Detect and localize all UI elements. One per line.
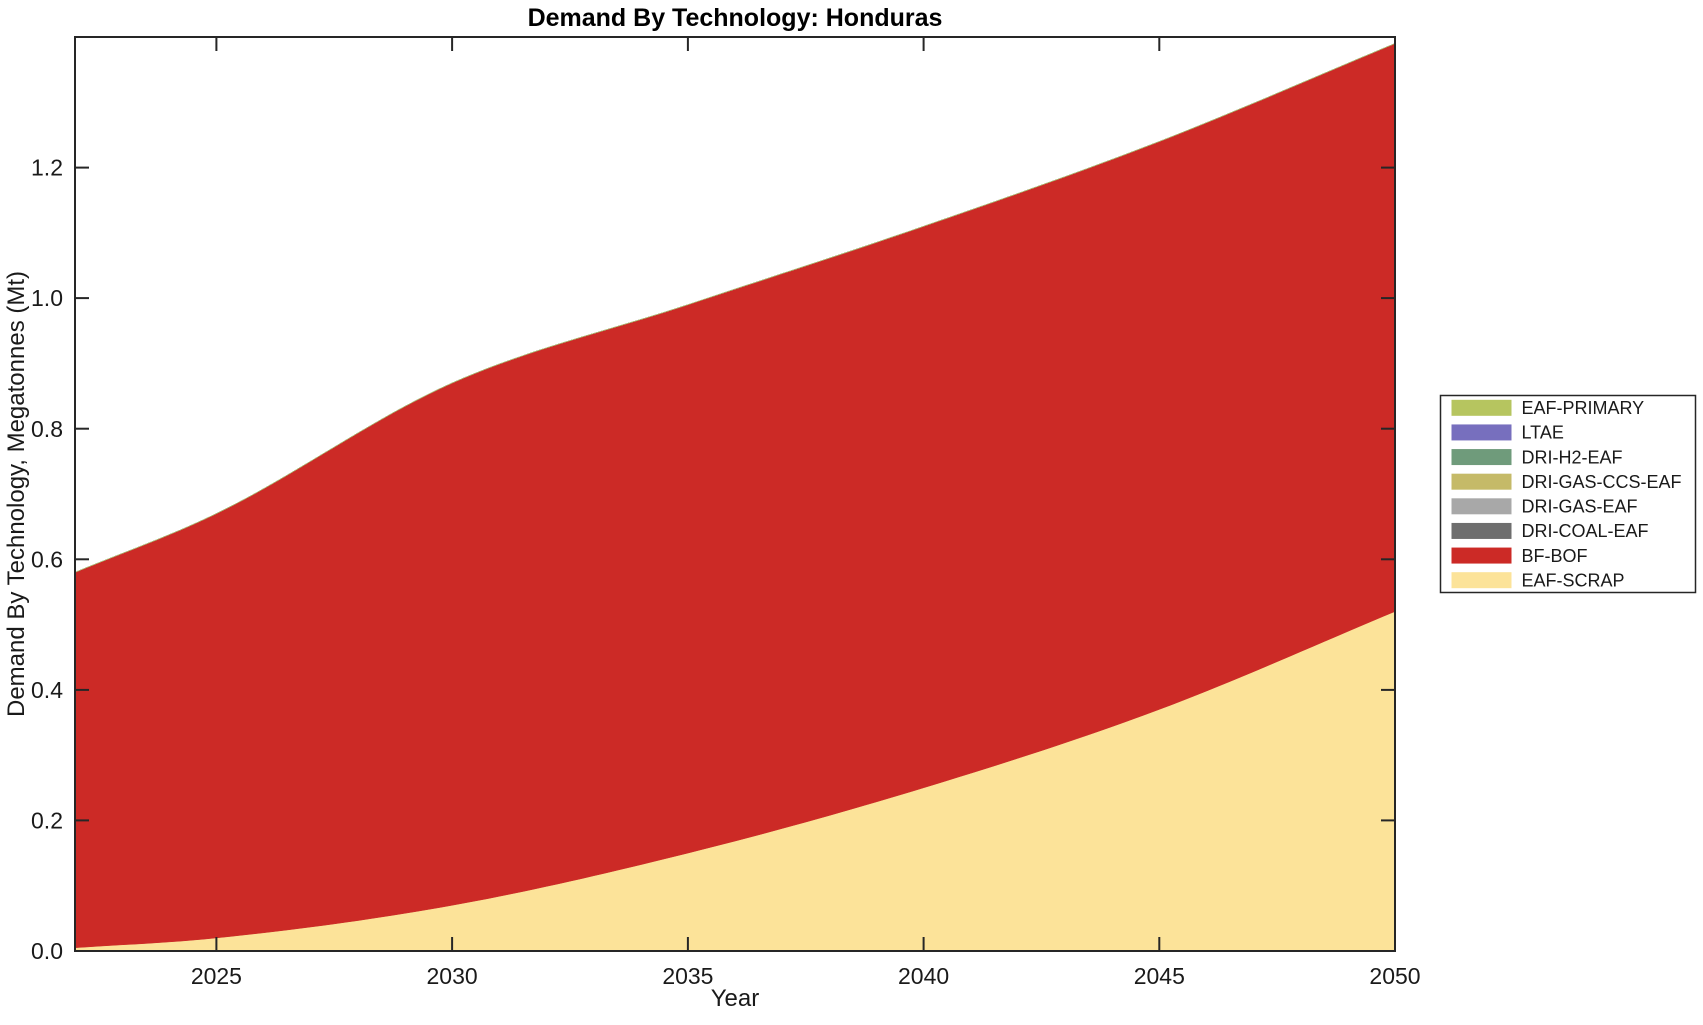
plot-border: [74, 36, 1396, 952]
x-axis-label: Year: [711, 985, 760, 1012]
legend: EAF-PRIMARY LTAE DRI-H2-EAF DRI-GAS-CCS-EAF…: [1439, 394, 1697, 594]
legend-label-dri-gas-eaf: DRI-GAS-EAF: [1522, 497, 1638, 517]
y-axis-label: Demand By Technology, Megatonnes (Mt): [3, 271, 30, 717]
x-tick-label: 2040: [898, 963, 949, 989]
legend-label-eaf-primary: EAF-PRIMARY: [1522, 398, 1645, 418]
legend-swatch-dri-h2-eaf: [1451, 449, 1512, 466]
legend-label-bf-bof: BF-BOF: [1522, 546, 1588, 566]
legend-swatch-bf-bof: [1451, 547, 1512, 564]
legend-swatch-ltae: [1451, 424, 1512, 441]
x-tick-label: 2035: [662, 963, 713, 989]
legend-label-eaf-scrap: EAF-SCRAP: [1522, 570, 1625, 590]
legend-label-ltae: LTAE: [1522, 423, 1564, 443]
legend-swatch-eaf-scrap: [1451, 572, 1512, 589]
area-series-group: [74, 43, 1396, 952]
legend-swatch-dri-coal-eaf: [1451, 522, 1512, 539]
y-tick-label: 0.0: [31, 938, 63, 964]
chart-title: Demand By Technology: Honduras: [528, 4, 943, 32]
legend-swatch-dri-gas-ccs-eaf: [1451, 473, 1512, 490]
x-tick-label: 2025: [191, 963, 242, 989]
legend-label-dri-gas-ccs-eaf: DRI-GAS-CCS-EAF: [1522, 472, 1682, 492]
legend-label-dri-h2-eaf: DRI-H2-EAF: [1522, 447, 1623, 467]
y-tick-label: 1.0: [31, 285, 63, 311]
y-tick-label: 0.8: [31, 416, 63, 442]
legend-swatch-eaf-primary: [1451, 399, 1512, 416]
y-tick-label: 0.4: [31, 677, 63, 703]
tick-labels-group: 2025 2030 2035 2040 2045 2050 0.0 0.2 0.4 0.6 0.8 1…: [31, 155, 1421, 989]
y-tick-label: 0.6: [31, 546, 63, 572]
y-tick-label: 1.2: [31, 155, 63, 181]
y-tick-label: 0.2: [31, 807, 63, 833]
x-tick-label: 2045: [1134, 963, 1185, 989]
x-tick-label: 2050: [1369, 963, 1420, 989]
legend-swatch-dri-gas-eaf: [1451, 498, 1512, 515]
legend-label-dri-coal-eaf: DRI-COAL-EAF: [1522, 521, 1649, 541]
x-tick-label: 2030: [427, 963, 478, 989]
